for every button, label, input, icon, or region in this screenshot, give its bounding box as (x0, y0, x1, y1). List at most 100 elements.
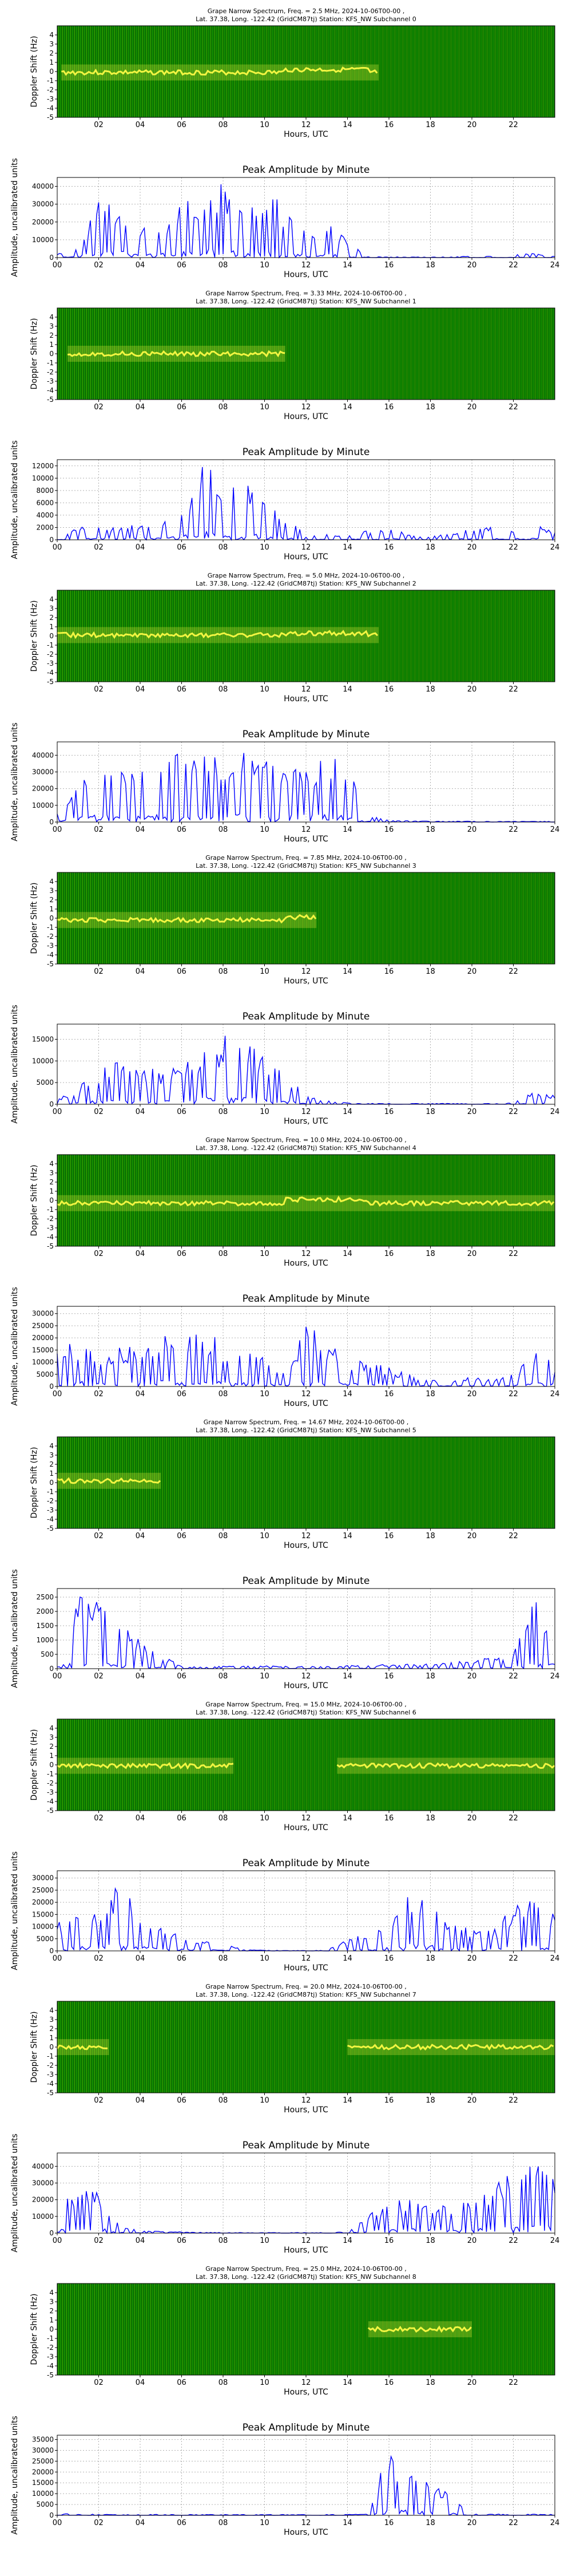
x-tick-label: 10 (260, 1108, 269, 1116)
x-tick-label: 10 (260, 2237, 269, 2245)
y-tick-label: 1 (49, 1752, 54, 1760)
spectrogram-subtitle: Lat. 37.38, Long. -122.42 (GridCM87tj) S… (196, 2273, 416, 2281)
y-tick-label: 20000 (32, 218, 54, 226)
y-tick-label: 10000 (32, 2212, 54, 2221)
x-tick-label: 16 (384, 685, 394, 694)
x-tick-label: 06 (177, 543, 186, 552)
spectrogram-background (57, 2283, 555, 2375)
amplitude-series-line (57, 1326, 555, 1388)
y-tick-label: -3 (47, 659, 54, 667)
y-axis-label: Amplitude, uncalibrated units (10, 2134, 19, 2253)
y-tick-label: 1 (49, 58, 54, 66)
spectrogram-subtitle: Lat. 37.38, Long. -122.42 (GridCM87tj) S… (196, 1144, 416, 1152)
x-tick-label: 14 (343, 261, 352, 270)
x-tick-label: 04 (136, 2379, 145, 2387)
x-tick-label: 18 (426, 1954, 435, 1963)
x-tick-label: 24 (550, 261, 560, 270)
x-tick-label: 14 (343, 1954, 352, 1963)
y-tick-label: -5 (47, 1807, 54, 1815)
x-tick-label: 12 (301, 2519, 311, 2527)
y-tick-label: 40000 (32, 2162, 54, 2170)
y-tick-label: 4 (49, 1442, 54, 1450)
spectrogram-panel: Grape Narrow Spectrum, Freq. = 25.0 MHz,… (30, 2265, 555, 2397)
spectrogram-title: Grape Narrow Spectrum, Freq. = 10.0 MHz,… (205, 1136, 407, 1144)
x-tick-label: 06 (177, 2237, 186, 2245)
x-tick-label: 06 (177, 1250, 186, 1258)
x-tick-label: 02 (94, 1390, 104, 1398)
x-tick-label: 22 (509, 121, 518, 129)
amplitude-title: Peak Amplitude by Minute (243, 1858, 370, 1869)
x-tick-label: 14 (343, 121, 352, 129)
y-axis-label: Amplitude, uncalibrated units (10, 440, 19, 559)
y-tick-label: 1 (49, 1187, 54, 1195)
x-tick-label: 12 (301, 1672, 311, 1681)
doppler-trace (347, 2043, 554, 2051)
x-tick-label: 08 (219, 1390, 228, 1398)
x-tick-label: 02 (94, 1672, 104, 1681)
y-tick-label: 0 (49, 1479, 54, 1487)
y-tick-label: 500 (41, 1650, 54, 1658)
x-tick-label: 10 (260, 1390, 269, 1398)
y-tick-label: 1 (49, 623, 54, 631)
y-tick-label: 1 (49, 2034, 54, 2042)
x-tick-label: 14 (343, 825, 352, 834)
x-tick-label: 12 (301, 1250, 311, 1258)
y-tick-label: 5000 (36, 1935, 54, 1943)
y-tick-label: -3 (47, 377, 54, 385)
x-tick-label: 16 (384, 1814, 394, 1823)
x-tick-label: 16 (384, 1390, 394, 1398)
x-tick-label: 04 (136, 1532, 145, 1540)
y-tick-label: 2 (49, 1178, 54, 1186)
y-tick-label: -4 (47, 1233, 54, 1241)
x-tick-label: 08 (219, 2096, 228, 2105)
y-axis-label: Amplitude, uncalibrated units (10, 1569, 19, 1688)
x-tick-label: 06 (177, 1672, 186, 1681)
x-tick-label: 08 (219, 543, 228, 552)
x-axis-label: Hours, UTC (284, 412, 328, 421)
y-axis-label: Amplitude, uncalibrated units (10, 2416, 19, 2535)
x-tick-label: 12 (301, 2096, 311, 2105)
spectrogram-subtitle: Lat. 37.38, Long. -122.42 (GridCM87tj) S… (196, 1991, 416, 1998)
amplitude-panel: Peak Amplitude by Minute0500100015002000… (10, 1569, 559, 1690)
x-tick-label: 00 (53, 1108, 62, 1116)
amplitude-title: Peak Amplitude by Minute (243, 1293, 370, 1305)
doppler-trace (67, 350, 285, 358)
spectrogram-panel: Grape Narrow Spectrum, Freq. = 10.0 MHz,… (30, 1136, 555, 1268)
x-tick-label: 04 (136, 121, 145, 129)
x-tick-label: 08 (219, 685, 228, 694)
y-tick-label: 10000 (32, 1057, 54, 1065)
x-tick-label: 22 (509, 1814, 518, 1823)
x-tick-label: 12 (301, 2379, 311, 2387)
y-tick-label: 12000 (32, 462, 54, 470)
x-tick-label: 12 (301, 1390, 311, 1398)
x-tick-label: 22 (509, 1954, 518, 1963)
x-axis-label: Hours, UTC (284, 1541, 328, 1550)
y-tick-label: -2 (47, 2061, 54, 2069)
y-axis-label: Doppler Shift (Hz) (30, 2294, 39, 2365)
amplitude-title: Peak Amplitude by Minute (243, 2422, 370, 2433)
x-tick-label: 22 (509, 685, 518, 694)
y-tick-label: 10000 (32, 801, 54, 809)
x-tick-label: 02 (94, 2096, 104, 2105)
x-tick-label: 22 (509, 1250, 518, 1258)
amplitude-title: Peak Amplitude by Minute (243, 164, 370, 176)
x-tick-label: 24 (550, 1954, 560, 1963)
spectrogram-title: Grape Narrow Spectrum, Freq. = 25.0 MHz,… (205, 2265, 407, 2273)
y-tick-label: 15000 (32, 1346, 54, 1354)
y-tick-label: 20000 (32, 1334, 54, 1342)
y-tick-label: -2 (47, 368, 54, 376)
spectrogram-title: Grape Narrow Spectrum, Freq. = 20.0 MHz,… (205, 1983, 407, 1990)
x-tick-label: 02 (94, 1954, 104, 1963)
doppler-trace (336, 1762, 555, 1770)
y-tick-label: 10000 (32, 236, 54, 244)
x-tick-label: 08 (219, 2519, 228, 2527)
x-tick-label: 16 (384, 261, 394, 270)
y-tick-label: -3 (47, 1788, 54, 1796)
x-tick-label: 20 (467, 825, 477, 834)
y-tick-label: 20000 (32, 785, 54, 793)
x-tick-label: 12 (301, 2237, 311, 2245)
x-tick-label: 24 (550, 543, 560, 552)
y-tick-label: 1 (49, 341, 54, 349)
x-tick-label: 04 (136, 1814, 145, 1823)
y-tick-label: -4 (47, 104, 54, 112)
